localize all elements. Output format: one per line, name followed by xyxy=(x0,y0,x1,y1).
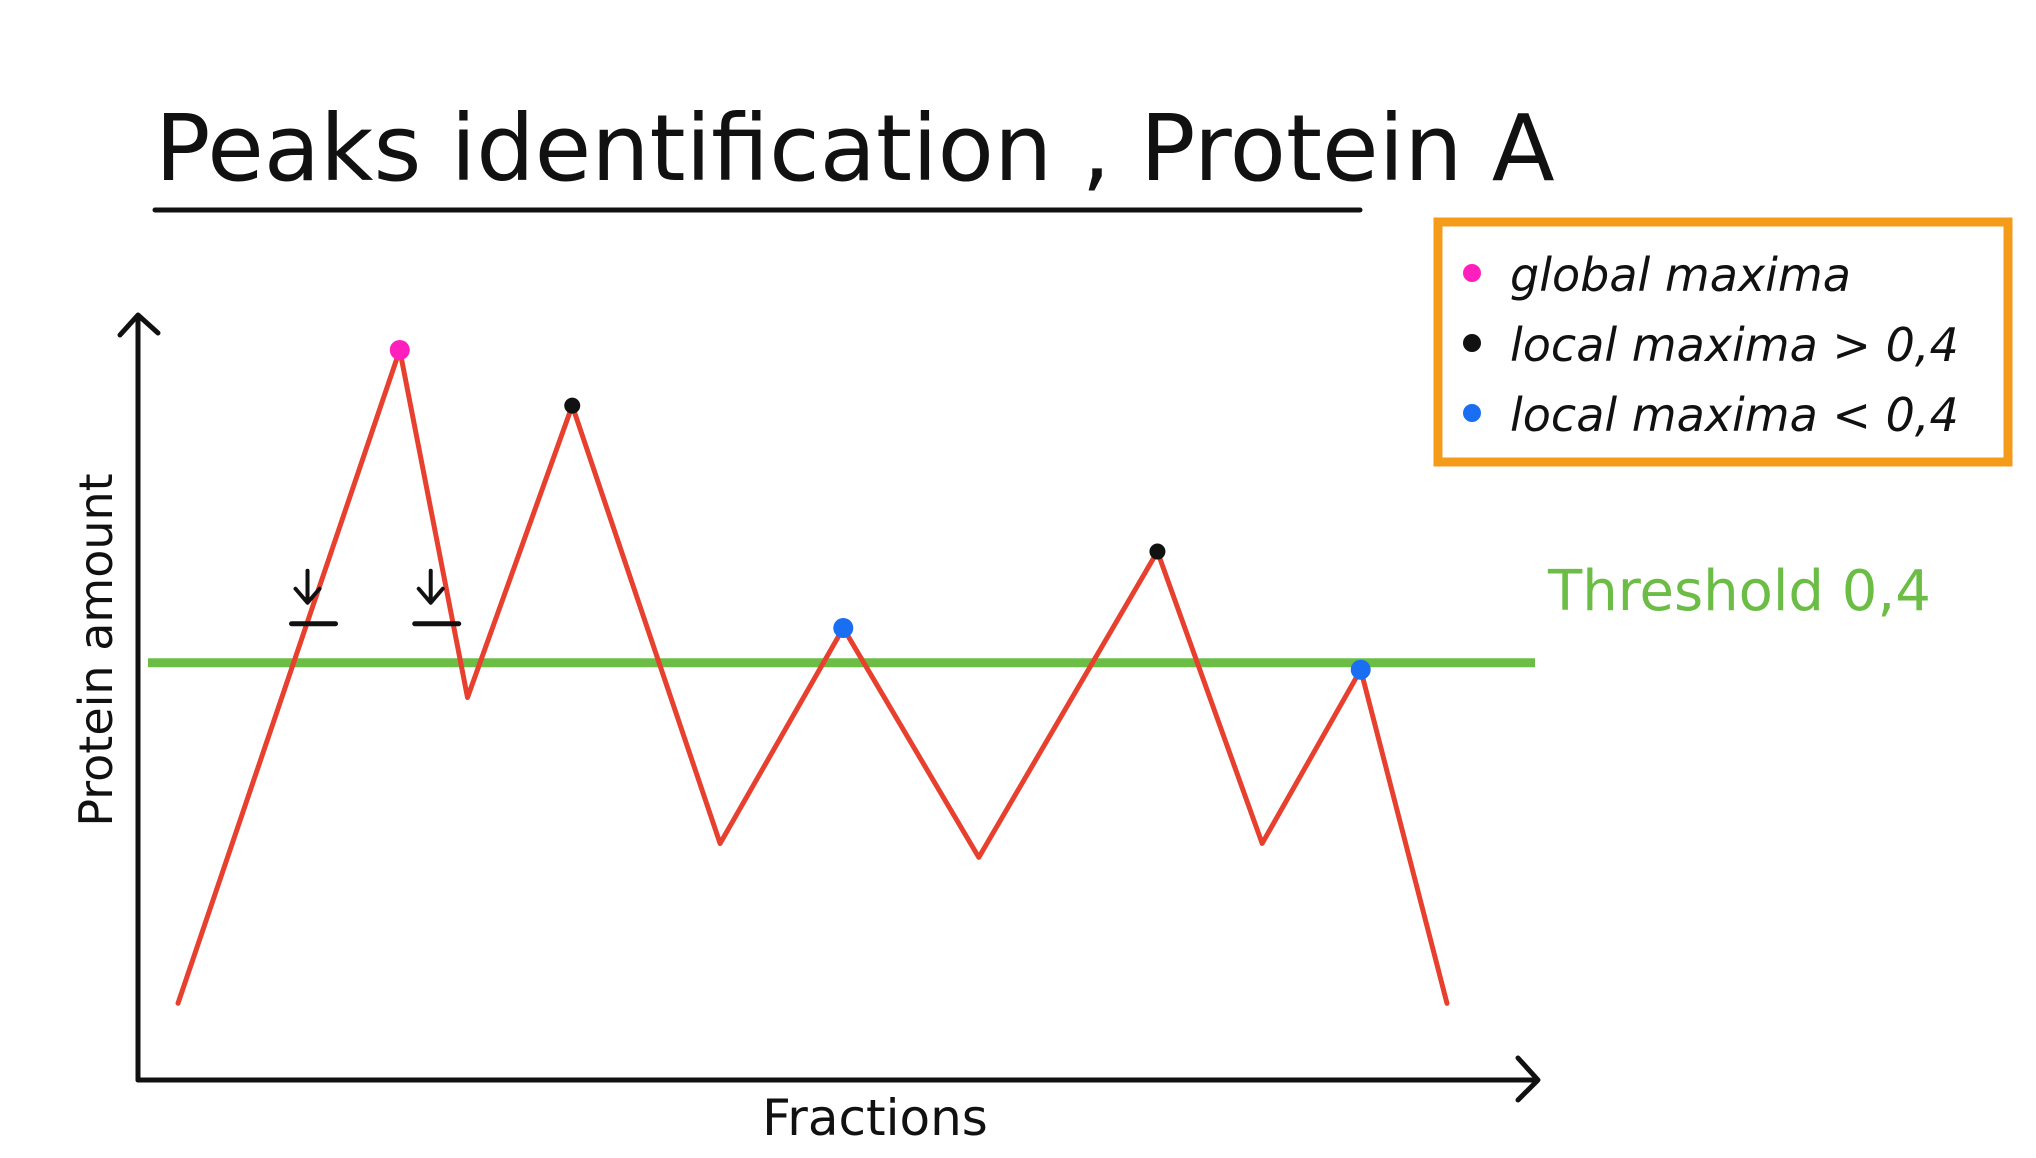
series-group xyxy=(175,347,1450,1006)
x-axis-arrowhead xyxy=(1515,1055,1541,1103)
series-line-0 xyxy=(175,347,1450,1006)
crossing-markers-group xyxy=(289,568,462,627)
peak-point-global xyxy=(389,340,410,360)
axes xyxy=(117,312,1541,1103)
peak-point-local-below xyxy=(1350,659,1371,680)
peak-point-local-above xyxy=(564,397,581,414)
peak-point-local-above xyxy=(1149,543,1166,560)
legend-marker-global xyxy=(1463,264,1481,282)
legend-label-local-above: local maxima > 0,4 xyxy=(1510,318,1959,372)
x-axis-label: Fractions xyxy=(762,1089,988,1147)
peak-points-group xyxy=(389,340,1371,680)
crossing-marker xyxy=(412,568,462,627)
down-arrowhead xyxy=(293,586,322,605)
chart-title: Peaks identification , Protein A xyxy=(155,95,1555,202)
legend-label-global: global maxima xyxy=(1510,248,1851,302)
legend-marker-local-below xyxy=(1463,404,1481,422)
legend-label-local-below: local maxima < 0,4 xyxy=(1510,388,1959,442)
legend-box xyxy=(1433,217,2013,467)
threshold-label: Threshold 0,4 xyxy=(1547,559,1931,624)
legend: global maxima local maxima > 0,4 local max… xyxy=(1433,217,2013,467)
peak-point-local-below xyxy=(833,618,854,638)
y-axis-arrowhead xyxy=(117,312,161,338)
legend-marker-local-above xyxy=(1463,334,1481,352)
y-axis-label: Protein amount xyxy=(69,473,123,826)
crossing-marker xyxy=(289,568,339,627)
down-arrowhead xyxy=(416,586,445,605)
